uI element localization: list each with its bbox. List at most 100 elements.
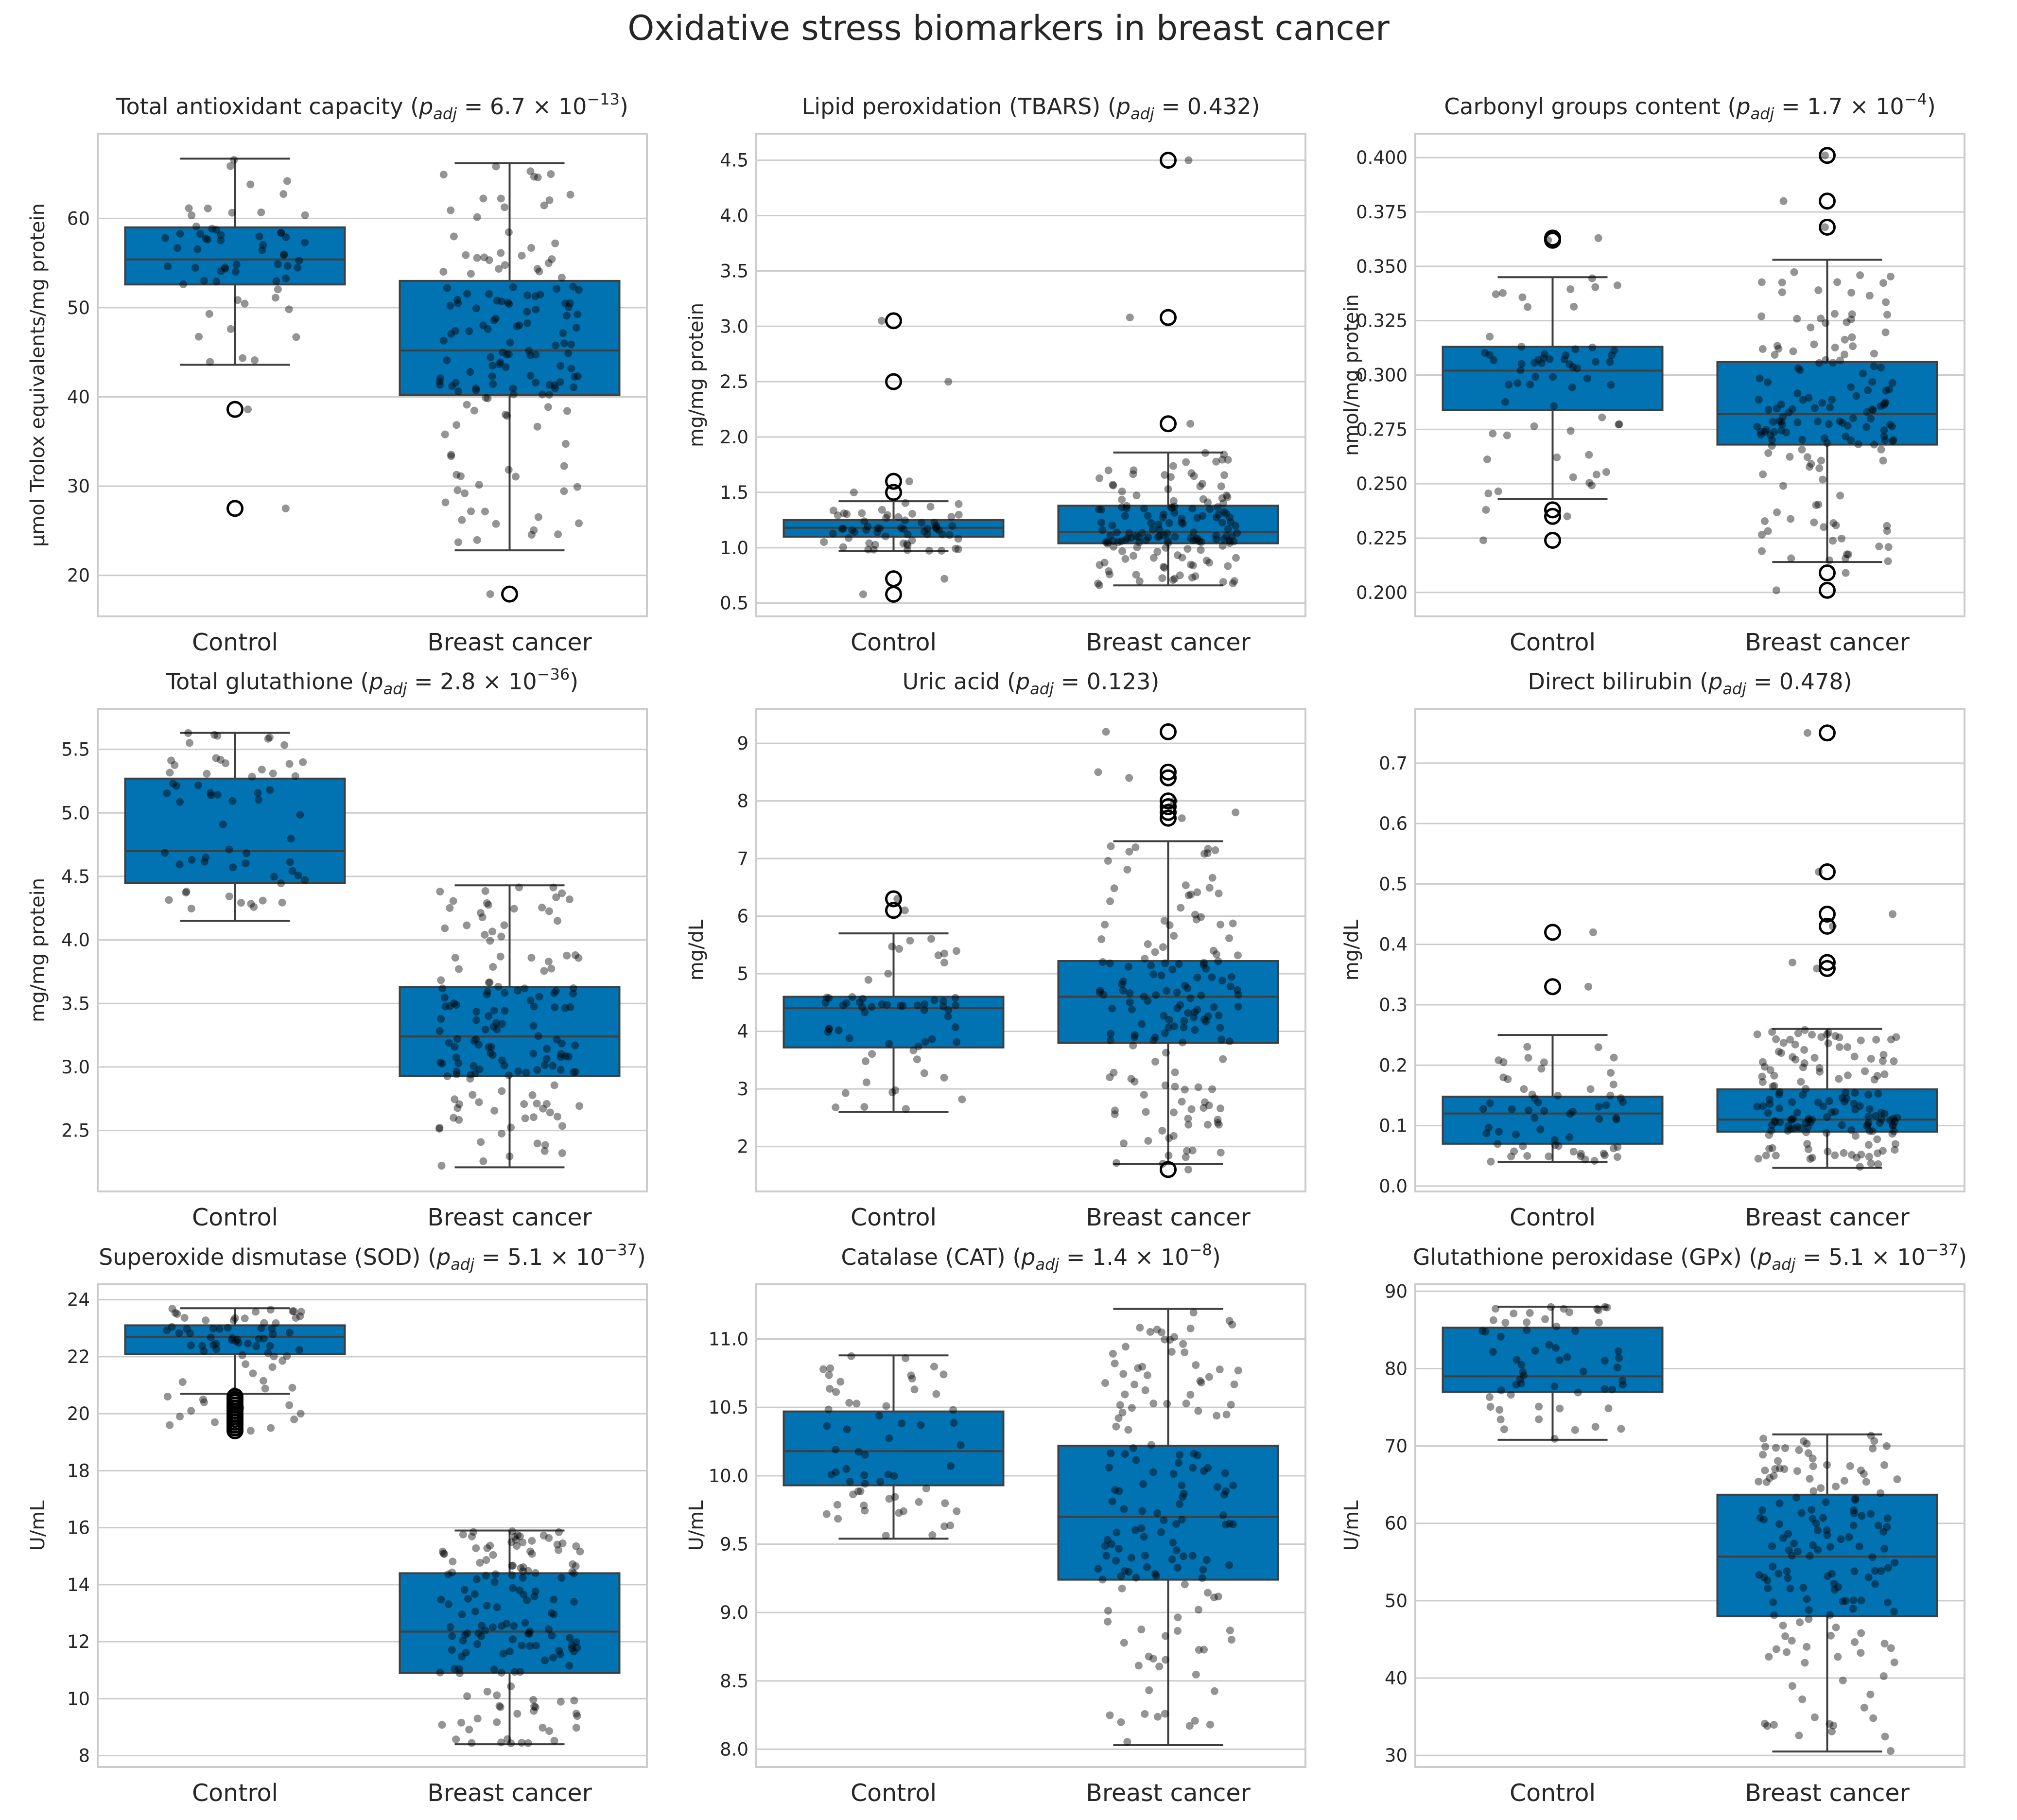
data-point <box>221 263 229 272</box>
data-point <box>463 1692 471 1700</box>
data-point <box>1836 356 1844 365</box>
data-point <box>472 1544 480 1552</box>
data-point <box>525 347 533 355</box>
data-point <box>1199 1566 1207 1574</box>
data-point <box>1850 1509 1858 1517</box>
data-point <box>920 1069 928 1077</box>
data-point <box>1166 473 1175 481</box>
data-point <box>1484 490 1493 498</box>
data-point <box>1838 1121 1846 1129</box>
data-point <box>478 913 487 921</box>
data-point <box>564 349 573 357</box>
data-point <box>882 1531 890 1540</box>
data-point <box>1802 1128 1810 1137</box>
data-point <box>839 1001 847 1010</box>
data-point <box>1106 959 1114 967</box>
data-point <box>1614 1347 1622 1355</box>
data-point <box>1806 1155 1814 1163</box>
data-point <box>474 1040 483 1049</box>
data-point <box>1232 554 1240 562</box>
data-point <box>440 1550 449 1558</box>
data-point <box>277 229 285 237</box>
data-point <box>1770 1472 1778 1480</box>
data-point <box>441 430 449 438</box>
data-point <box>438 984 447 993</box>
data-point <box>1107 1449 1115 1457</box>
data-point <box>1225 1520 1234 1528</box>
data-point <box>452 1053 460 1062</box>
data-point <box>1610 347 1618 355</box>
data-point <box>229 863 237 872</box>
data-point <box>1512 1130 1520 1138</box>
y-tick-label: 0.200 <box>1356 582 1408 603</box>
data-point <box>1881 398 1890 406</box>
data-point <box>1768 1028 1776 1036</box>
data-point <box>232 1337 240 1345</box>
data-point <box>1843 318 1851 326</box>
data-point <box>1835 1075 1843 1083</box>
data-point <box>568 1568 576 1576</box>
data-point <box>492 315 500 323</box>
data-point <box>440 994 449 1002</box>
data-point <box>1169 797 1178 805</box>
data-point <box>1869 406 1877 414</box>
data-point <box>526 1628 534 1636</box>
data-point <box>496 952 504 961</box>
data-point <box>549 1653 557 1662</box>
data-point <box>299 758 307 766</box>
data-point <box>1891 1558 1899 1567</box>
data-point <box>191 263 199 272</box>
data-point <box>910 1385 919 1394</box>
data-point <box>1157 1328 1165 1336</box>
data-point <box>1775 1104 1784 1113</box>
data-point <box>1222 509 1230 518</box>
data-point <box>1224 455 1232 464</box>
data-point <box>487 1049 495 1057</box>
data-point <box>1888 422 1896 431</box>
data-point <box>1560 1305 1568 1313</box>
data-point <box>1525 1106 1533 1115</box>
data-point <box>549 883 557 892</box>
outlier-marker <box>1544 501 1561 519</box>
data-point <box>1173 988 1181 997</box>
data-point <box>481 930 489 939</box>
data-point <box>1793 1467 1801 1475</box>
data-point <box>1779 1621 1787 1629</box>
data-point <box>1613 1364 1621 1372</box>
data-point <box>1104 466 1113 474</box>
data-point <box>1890 1608 1898 1616</box>
data-point <box>474 1629 483 1637</box>
data-point <box>1201 449 1209 457</box>
data-point <box>1222 1410 1231 1418</box>
data-point <box>570 1598 578 1606</box>
data-point <box>1851 1494 1860 1503</box>
data-point <box>1772 1444 1780 1452</box>
data-point <box>876 1477 885 1486</box>
data-point <box>475 1098 483 1106</box>
data-point <box>1101 1542 1110 1550</box>
data-point <box>545 381 554 389</box>
data-point <box>455 1665 463 1673</box>
data-point <box>918 519 926 527</box>
data-point <box>1120 1505 1128 1513</box>
data-point <box>1495 1406 1504 1414</box>
data-point <box>454 538 462 546</box>
data-point <box>1777 426 1786 435</box>
data-point <box>511 1533 519 1541</box>
data-point <box>515 883 523 892</box>
data-point <box>557 274 566 282</box>
data-point <box>1803 1643 1811 1651</box>
data-point <box>1788 405 1796 413</box>
data-point <box>473 1640 482 1648</box>
data-point <box>925 546 933 555</box>
data-point <box>1123 534 1131 542</box>
data-point <box>217 231 225 239</box>
data-point <box>448 1632 456 1640</box>
data-point <box>1757 547 1766 555</box>
data-point <box>1870 440 1878 449</box>
data-point <box>1174 1613 1182 1622</box>
data-point <box>825 1371 833 1379</box>
data-point <box>1591 283 1600 291</box>
data-point <box>1175 1500 1183 1508</box>
